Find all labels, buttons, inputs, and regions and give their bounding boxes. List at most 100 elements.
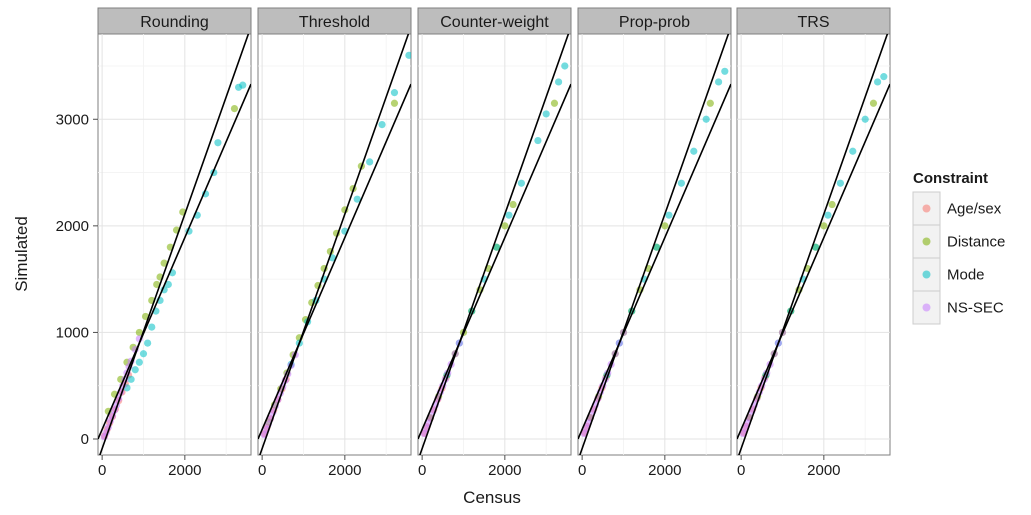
legend-label: Mode <box>947 267 985 284</box>
facet-strip-label: Prop-prob <box>619 14 690 31</box>
data-point <box>828 200 836 209</box>
data-point <box>353 195 361 203</box>
facet-panel-threshold: Threshold 0 2000 <box>257 7 412 479</box>
data-point <box>702 115 710 123</box>
x-tick-label: 0 <box>578 462 586 479</box>
data-point <box>148 323 156 331</box>
data-point <box>836 179 844 187</box>
data-point <box>869 99 878 107</box>
data-point <box>135 358 143 366</box>
facet-panel-rounding: Rounding 0 2000 <box>97 7 252 479</box>
data-point <box>144 339 152 347</box>
facet-strip-label: Counter-weight <box>440 14 549 31</box>
data-point <box>652 243 661 251</box>
facet-strip <box>257 7 412 35</box>
legend-title: Constraint <box>913 170 988 187</box>
reference-line <box>259 34 410 455</box>
data-point <box>517 179 525 187</box>
facet-panel-trs: TRS 0 2000 <box>736 7 891 479</box>
legend-swatch <box>922 204 931 213</box>
x-tick-label: 2000 <box>648 462 681 479</box>
reference-line <box>99 34 250 455</box>
legend-swatch <box>922 303 931 312</box>
data-point <box>390 89 399 97</box>
data-point <box>214 139 222 147</box>
data-point <box>378 120 386 129</box>
facet-strip <box>97 7 252 35</box>
y-axis: 0 1000 2000 3000 <box>56 111 98 448</box>
data-point <box>873 78 882 86</box>
data-point <box>127 375 135 383</box>
data-point <box>849 147 857 155</box>
data-point <box>542 110 550 118</box>
facet-strip-label: TRS <box>798 14 830 31</box>
data-point <box>706 99 714 107</box>
y-tick-label: 1000 <box>56 324 89 341</box>
panel-plot-area <box>418 34 571 455</box>
data-point <box>492 243 501 251</box>
data-point <box>554 78 563 86</box>
facet-panel-counter-weight: Counter-weight 0 2000 <box>417 7 572 479</box>
reference-line <box>738 34 889 455</box>
data-point <box>661 222 669 230</box>
data-point <box>390 99 399 107</box>
facet-strip <box>736 7 891 35</box>
data-point <box>505 211 513 219</box>
data-point <box>880 73 888 81</box>
data-point <box>366 158 374 166</box>
data-point <box>131 366 139 374</box>
facet-strip <box>577 7 732 35</box>
x-tick-label: 0 <box>98 462 106 479</box>
reference-line <box>579 34 730 455</box>
x-tick-label: 2000 <box>488 462 521 479</box>
y-tick-label: 2000 <box>56 218 89 235</box>
reference-line <box>419 34 570 455</box>
facet-strip-label: Threshold <box>299 14 370 31</box>
data-point <box>820 222 828 230</box>
legend-label: Distance <box>947 234 1005 251</box>
data-point <box>230 105 239 113</box>
panel-plot-area <box>578 34 731 455</box>
data-point <box>239 81 247 89</box>
panel-plot-area <box>258 34 411 455</box>
reference-line <box>737 83 890 440</box>
data-point <box>501 222 509 230</box>
x-tick-label: 2000 <box>807 462 840 479</box>
y-axis-title: Simulated <box>12 216 31 292</box>
x-tick-label: 0 <box>418 462 426 479</box>
reference-line <box>258 83 411 440</box>
data-point <box>561 62 569 70</box>
legend-swatch <box>922 270 931 279</box>
facet-strip <box>417 7 572 35</box>
data-point <box>139 350 148 358</box>
data-point <box>824 211 832 219</box>
data-point <box>721 67 729 75</box>
y-tick-label: 3000 <box>56 111 89 128</box>
facet-strip-label: Rounding <box>140 14 209 31</box>
data-point <box>550 99 559 107</box>
data-point <box>153 280 161 289</box>
data-point <box>135 328 143 337</box>
x-tick-label: 2000 <box>328 462 361 479</box>
panel-plot-area <box>98 34 251 455</box>
data-point <box>534 136 542 145</box>
data-point <box>164 280 172 289</box>
legend-label: NS-SEC <box>947 300 1004 317</box>
reference-line <box>578 83 731 440</box>
legend-label: Age/sex <box>947 201 1002 218</box>
y-tick-label: 0 <box>81 431 89 448</box>
data-point <box>714 78 723 86</box>
panel-plot-area <box>737 34 890 455</box>
data-point <box>405 51 411 59</box>
x-tick-label: 0 <box>258 462 266 479</box>
data-point <box>509 200 517 209</box>
data-point <box>861 115 869 123</box>
facet-panel-prop-prob: Prop-prob 0 2000 <box>577 7 732 479</box>
data-point <box>690 147 698 155</box>
data-point <box>677 179 685 187</box>
legend: Constraint Age/sex Distance Mode NS-SEC <box>912 170 1005 325</box>
x-axis-title: Census <box>463 488 521 507</box>
reference-line <box>98 83 251 440</box>
